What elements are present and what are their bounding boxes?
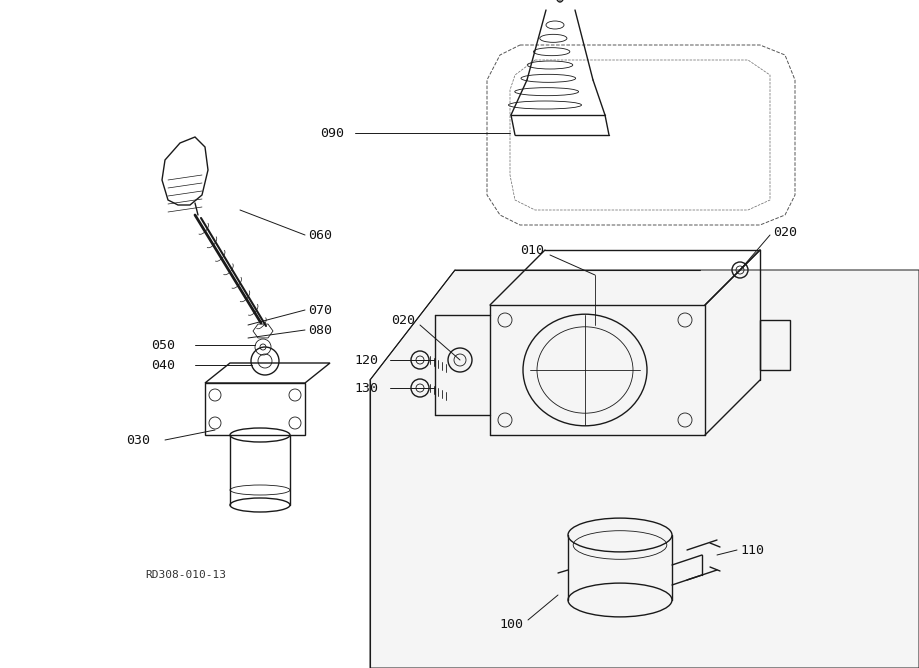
Text: 090: 090 bbox=[320, 126, 344, 140]
Text: 070: 070 bbox=[308, 303, 332, 317]
Text: 040: 040 bbox=[151, 359, 175, 371]
Text: 110: 110 bbox=[740, 544, 764, 556]
Text: 100: 100 bbox=[499, 619, 523, 631]
Polygon shape bbox=[370, 270, 919, 668]
Text: 030: 030 bbox=[126, 434, 150, 446]
Text: 010: 010 bbox=[520, 244, 544, 257]
Text: 060: 060 bbox=[308, 228, 332, 242]
Text: 020: 020 bbox=[391, 313, 415, 327]
Text: 050: 050 bbox=[151, 339, 175, 351]
Text: 130: 130 bbox=[354, 381, 378, 395]
Text: 120: 120 bbox=[354, 353, 378, 367]
Text: RD308-010-13: RD308-010-13 bbox=[145, 570, 226, 580]
Text: 020: 020 bbox=[773, 226, 797, 238]
Text: 080: 080 bbox=[308, 323, 332, 337]
